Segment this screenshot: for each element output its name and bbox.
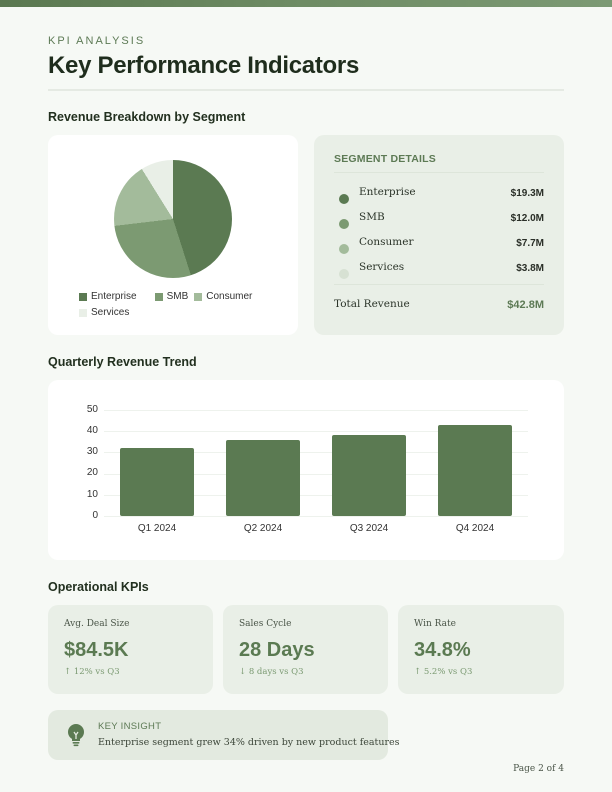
- segment-value: $19.3M: [510, 188, 544, 199]
- segment-row-consumer: Consumer $7.7M: [334, 236, 544, 256]
- kpi-card-win-rate: [398, 605, 564, 694]
- legend-swatch: [79, 293, 87, 301]
- kpi-card-deal-size: [48, 605, 213, 694]
- segment-name: SMB: [359, 211, 385, 223]
- legend-label: Consumer: [206, 291, 253, 302]
- bar-q2-2024: [226, 439, 300, 516]
- key-insight-card: [48, 710, 388, 760]
- revenue-pie-chart: [114, 160, 232, 278]
- key-insight-title: KEY INSIGHT: [98, 721, 162, 732]
- gridline: [104, 410, 528, 411]
- x-label: Q2 2024: [243, 523, 283, 534]
- key-insight-text: Enterprise segment grew 34% driven by ne…: [98, 737, 400, 748]
- page-title: Key Performance Indicators: [48, 52, 359, 79]
- segment-dot: [339, 219, 349, 229]
- legend-item-smb: SMB: [154, 290, 189, 304]
- segment-details-card: [314, 135, 564, 335]
- page-eyebrow: KPI ANALYSIS: [48, 35, 146, 47]
- legend-swatch: [79, 309, 87, 317]
- gridline: [104, 474, 528, 475]
- total-revenue-value: $42.8M: [507, 299, 544, 311]
- kpi-delta: ↑ 12% vs Q3: [64, 667, 120, 677]
- x-label: Q4 2024: [455, 523, 495, 534]
- x-label: Q1 2024: [137, 523, 177, 534]
- bar-q3-2024: [332, 435, 406, 516]
- y-tick: 20: [86, 467, 98, 478]
- y-tick: 50: [86, 404, 98, 415]
- kpi-value: 28 Days: [239, 639, 315, 661]
- gridline: [104, 452, 528, 453]
- kpi-label: Sales Cycle: [239, 619, 292, 629]
- segment-name: Services: [359, 261, 405, 273]
- segment-divider: [334, 172, 544, 173]
- legend-swatch: [194, 293, 203, 301]
- quarterly-trend-heading: Quarterly Revenue Trend: [48, 355, 197, 369]
- lightbulb-icon: [68, 724, 84, 747]
- segment-value: $7.7M: [516, 238, 544, 249]
- segment-name: Consumer: [359, 236, 414, 248]
- title-divider: [48, 89, 564, 91]
- segment-row-enterprise: Enterprise $19.3M: [334, 186, 544, 206]
- segment-row-smb: SMB $12.0M: [334, 211, 544, 231]
- revenue-breakdown-heading: Revenue Breakdown by Segment: [48, 110, 246, 124]
- kpi-value: 34.8%: [414, 639, 471, 661]
- segment-value: $3.8M: [516, 263, 544, 274]
- legend-label: Services: [91, 307, 130, 318]
- segment-name: Enterprise: [359, 186, 416, 198]
- top-accent-bar: [0, 0, 612, 7]
- segment-dot: [339, 244, 349, 254]
- gridline: [104, 516, 528, 517]
- kpi-value: $84.5K: [64, 639, 129, 661]
- bar-q1-2024: [120, 447, 194, 516]
- segment-row-services: Services $3.8M: [334, 261, 544, 281]
- y-tick: 10: [86, 489, 98, 500]
- segment-dot: [339, 194, 349, 204]
- pie-legend: Enterprise SMB Consumer Services: [79, 290, 279, 322]
- legend-item-enterprise: Enterprise: [79, 290, 137, 304]
- kpi-label: Win Rate: [414, 619, 456, 629]
- y-tick: 30: [86, 446, 98, 457]
- kpi-label: Avg. Deal Size: [64, 619, 130, 629]
- x-label: Q3 2024: [349, 523, 389, 534]
- segment-value: $12.0M: [510, 213, 544, 224]
- segment-details-title: SEGMENT DETAILS: [334, 153, 436, 165]
- kpi-delta: ↑ 5.2% vs Q3: [414, 667, 473, 677]
- legend-item-services: Services: [79, 306, 129, 320]
- kpi-card-sales-cycle: [223, 605, 388, 694]
- kpi-delta: ↓ 8 days vs Q3: [239, 667, 304, 677]
- operational-kpis-heading: Operational KPIs: [48, 580, 149, 594]
- segment-dot: [339, 269, 349, 279]
- gridline: [104, 431, 528, 432]
- y-tick: 40: [86, 425, 98, 436]
- bar-q4-2024: [438, 425, 512, 516]
- legend-item-consumer: Consumer: [194, 290, 252, 304]
- total-divider: [334, 284, 544, 285]
- total-revenue-label: Total Revenue: [334, 298, 410, 310]
- legend-label: Enterprise: [91, 291, 137, 302]
- y-tick: 0: [92, 510, 98, 521]
- legend-label: SMB: [166, 291, 189, 302]
- page-number: Page 2 of 4: [513, 764, 564, 774]
- gridline: [104, 495, 528, 496]
- legend-swatch: [154, 293, 163, 301]
